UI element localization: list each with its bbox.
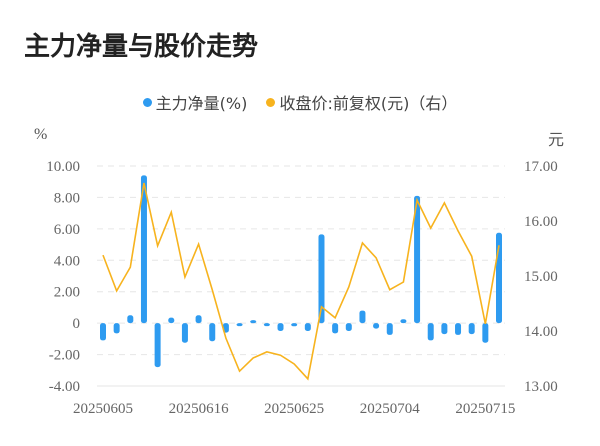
left-axis-tick: 8.00 [54,190,80,206]
bar[interactable] [291,323,298,327]
bar[interactable] [236,323,243,327]
bar[interactable] [468,323,475,335]
price-line[interactable] [102,182,500,381]
bar[interactable] [304,323,311,331]
legend-dot-blue-icon [142,97,152,107]
x-axis-tick: 20250704 [360,401,421,417]
bar[interactable] [209,323,216,342]
left-axis-tick: 2.00 [54,285,80,301]
right-axis-tick: 13.00 [524,379,558,395]
bar[interactable] [250,320,257,324]
left-axis-unit: % [34,126,48,143]
bar[interactable] [318,234,325,324]
bar[interactable] [441,323,448,335]
legend-label: 主力净量(%) [155,94,248,113]
bar[interactable] [154,323,161,368]
bar[interactable] [140,175,147,324]
bar[interactable] [113,323,120,334]
left-axis-tick: 4.00 [54,253,80,269]
x-axis-tick: 20250625 [264,401,324,417]
bar[interactable] [359,310,366,324]
left-axis-tick: 10.00 [46,159,80,175]
right-axis-unit: 元 [548,132,565,149]
chart-title: 主力净量与股价走势 [24,32,259,62]
bar[interactable] [127,315,134,324]
bar[interactable] [332,323,339,334]
legend-label: 收盘价:前复权(元)（右） [279,94,458,113]
legend-item-close-price[interactable]: 收盘价:前复权(元)（右） [266,90,457,114]
bar[interactable] [100,323,106,341]
bar[interactable] [373,323,380,329]
bar[interactable] [482,323,489,343]
right-axis-tick: 17.00 [524,159,558,175]
right-axis-tick: 14.00 [524,324,558,340]
bar[interactable] [386,323,393,335]
bar[interactable] [263,323,270,327]
bar[interactable] [414,195,421,324]
bar[interactable] [427,323,434,341]
bar[interactable] [345,323,352,331]
bar[interactable] [277,323,284,331]
legend-item-net-volume[interactable]: 主力净量(%) [142,90,248,114]
bar[interactable] [400,319,407,324]
bar[interactable] [168,317,175,324]
left-axis-tick: -4.00 [49,379,80,395]
x-axis-tick: 20250715 [455,401,515,417]
left-axis-tick: -2.00 [49,348,80,364]
bar[interactable] [455,323,462,335]
right-axis-tick: 16.00 [524,214,558,230]
x-axis-tick: 20250605 [73,401,133,417]
bar[interactable] [195,315,202,324]
legend: 主力净量(%) 收盘价:前复权(元)（右） [0,90,600,114]
bar[interactable] [181,323,188,343]
left-axis-tick: 0 [73,316,81,332]
x-axis-tick: 20250616 [169,401,230,417]
legend-dot-orange-icon [266,97,276,107]
right-axis-tick: 15.00 [524,269,558,285]
left-axis-tick: 6.00 [54,222,80,238]
